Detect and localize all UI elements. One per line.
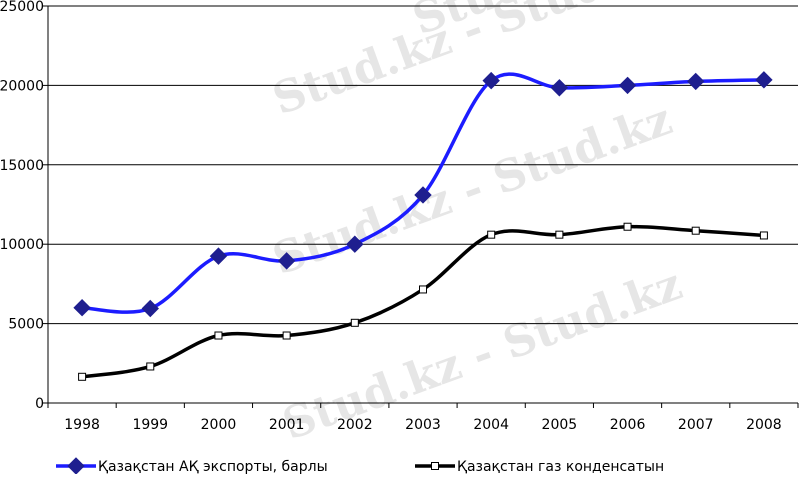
- data-point: [73, 299, 91, 317]
- data-point: [618, 76, 637, 95]
- watermark-text: Stud.kz - Stud.kz: [266, 94, 678, 286]
- x-tick-label: 2003: [405, 417, 441, 433]
- data-point: [691, 226, 700, 235]
- y-tick-label: 10000: [0, 237, 44, 253]
- data-point: [759, 231, 768, 240]
- data-point: [214, 331, 223, 340]
- x-tick-label: 1998: [64, 417, 100, 433]
- x-tick-label: 2000: [201, 417, 237, 433]
- x-tick-label: 2002: [337, 417, 373, 433]
- y-tick-label: 0: [35, 396, 44, 412]
- x-tick-label: 2007: [678, 417, 714, 433]
- data-point: [209, 247, 228, 265]
- data-point: [555, 230, 564, 239]
- data-point: [487, 230, 496, 239]
- legend: Қазақстан АҚ экспорты, барлы Қазақстан га…: [56, 457, 664, 475]
- data-point: [282, 331, 291, 340]
- legend-label: Қазақстан газ конденсатын: [457, 459, 664, 474]
- data-point: [141, 299, 159, 318]
- legend-marker: [431, 462, 439, 470]
- axes: 0 5000 10000 15000 20000 25000 1998 1999 2000 200…: [0, 0, 799, 433]
- data-point: [755, 71, 773, 89]
- data-point: [414, 186, 432, 204]
- data-point: [623, 222, 632, 231]
- x-tick-label: 2008: [746, 417, 782, 433]
- y-tick-label: 5000: [8, 317, 44, 333]
- data-point: [419, 285, 427, 294]
- series-layer: [73, 71, 773, 381]
- data-point: [78, 372, 87, 381]
- legend-label: Қазақстан АҚ экспорты, барлы: [98, 459, 328, 474]
- data-point: [146, 362, 155, 371]
- legend-item: Қазақстан газ конденсатын: [415, 459, 664, 475]
- legend-item: Қазақстан АҚ экспорты, барлы: [56, 457, 328, 475]
- x-tick-label: 2004: [473, 417, 509, 433]
- x-tick-label: 2001: [269, 417, 305, 433]
- x-tick-label: 2005: [542, 417, 578, 433]
- series-2: [78, 222, 768, 381]
- y-tick-label: 20000: [0, 78, 44, 94]
- grid-lines: [48, 5, 798, 325]
- y-tick-label: 15000: [0, 158, 44, 174]
- y-tick-label: 25000: [0, 0, 44, 15]
- data-point: [350, 318, 359, 327]
- x-tick-label: 2006: [610, 417, 646, 433]
- data-point: [550, 79, 569, 97]
- data-point: [346, 235, 364, 253]
- legend-marker: [67, 457, 85, 475]
- data-point: [687, 72, 705, 91]
- data-point: [482, 71, 500, 90]
- data-point: [277, 252, 296, 270]
- x-tick-label: 1999: [132, 417, 168, 433]
- series-1: [73, 71, 773, 318]
